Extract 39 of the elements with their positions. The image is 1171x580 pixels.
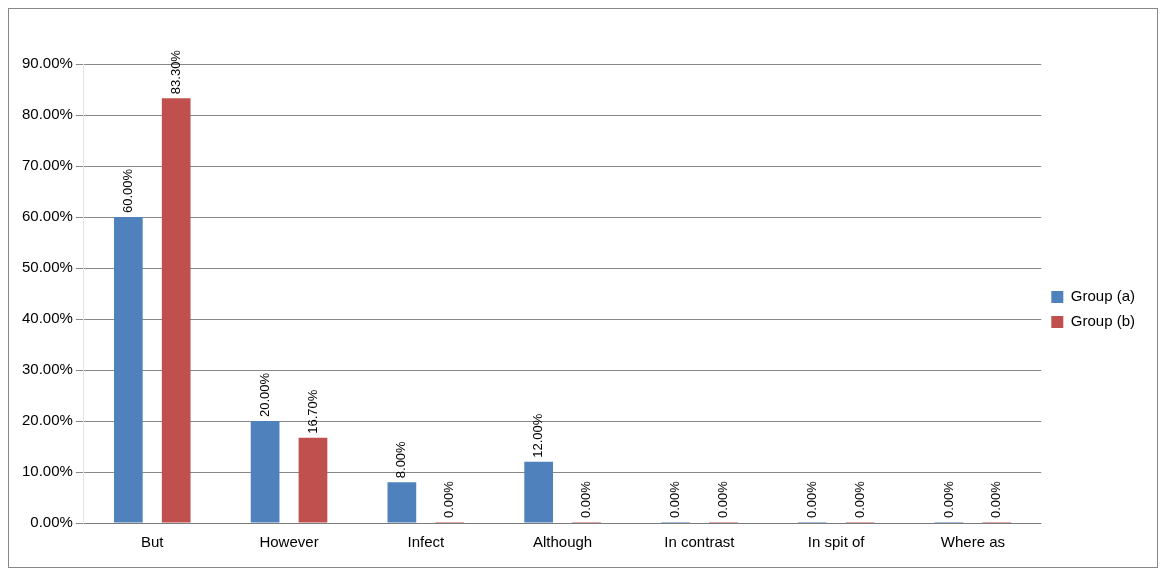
data-label: 0.00% [988, 480, 1004, 518]
bar [524, 461, 554, 523]
x-tick-label: Although [532, 533, 593, 551]
y-tick-label: 20.00% [22, 411, 73, 429]
bar [161, 98, 191, 523]
y-tick-label: 30.00% [22, 360, 73, 378]
data-label: 0.00% [667, 480, 683, 518]
x-tick-label: In contrast [664, 533, 736, 551]
data-label: 0.00% [940, 480, 956, 518]
data-label: 0.00% [851, 480, 867, 518]
y-tick-label: 40.00% [22, 309, 73, 327]
bar [387, 482, 417, 523]
y-tick-label: 70.00% [22, 156, 73, 174]
data-label: 0.00% [714, 480, 730, 518]
data-label: 60.00% [119, 168, 135, 213]
x-tick-label: Infect [407, 533, 445, 551]
bar [298, 437, 328, 523]
y-tick-label: 0.00% [30, 513, 73, 531]
legend-label: Group (a) [1070, 287, 1136, 305]
y-tick-label: 80.00% [22, 105, 73, 123]
y-tick-label: 50.00% [22, 258, 73, 276]
x-tick-label: But [141, 533, 165, 551]
y-tick-label: 10.00% [22, 462, 73, 480]
data-label: 20.00% [256, 372, 272, 417]
data-label: 16.70% [304, 389, 320, 434]
data-label: 0.00% [578, 480, 594, 518]
data-label: 83.30% [167, 49, 183, 95]
y-tick-label: 90.00% [22, 54, 73, 72]
x-tick-label: However [259, 533, 319, 551]
data-label: 12.00% [530, 413, 546, 458]
x-tick-label: In spit of [807, 533, 866, 551]
y-tick-label: 60.00% [22, 207, 73, 225]
data-label: 0.00% [441, 480, 457, 518]
bar [250, 421, 280, 523]
bar [113, 217, 143, 523]
x-tick-label: Where as [940, 533, 1006, 551]
data-label: 8.00% [393, 440, 409, 479]
legend-label: Group (b) [1070, 312, 1136, 330]
data-label: 0.00% [803, 480, 819, 518]
